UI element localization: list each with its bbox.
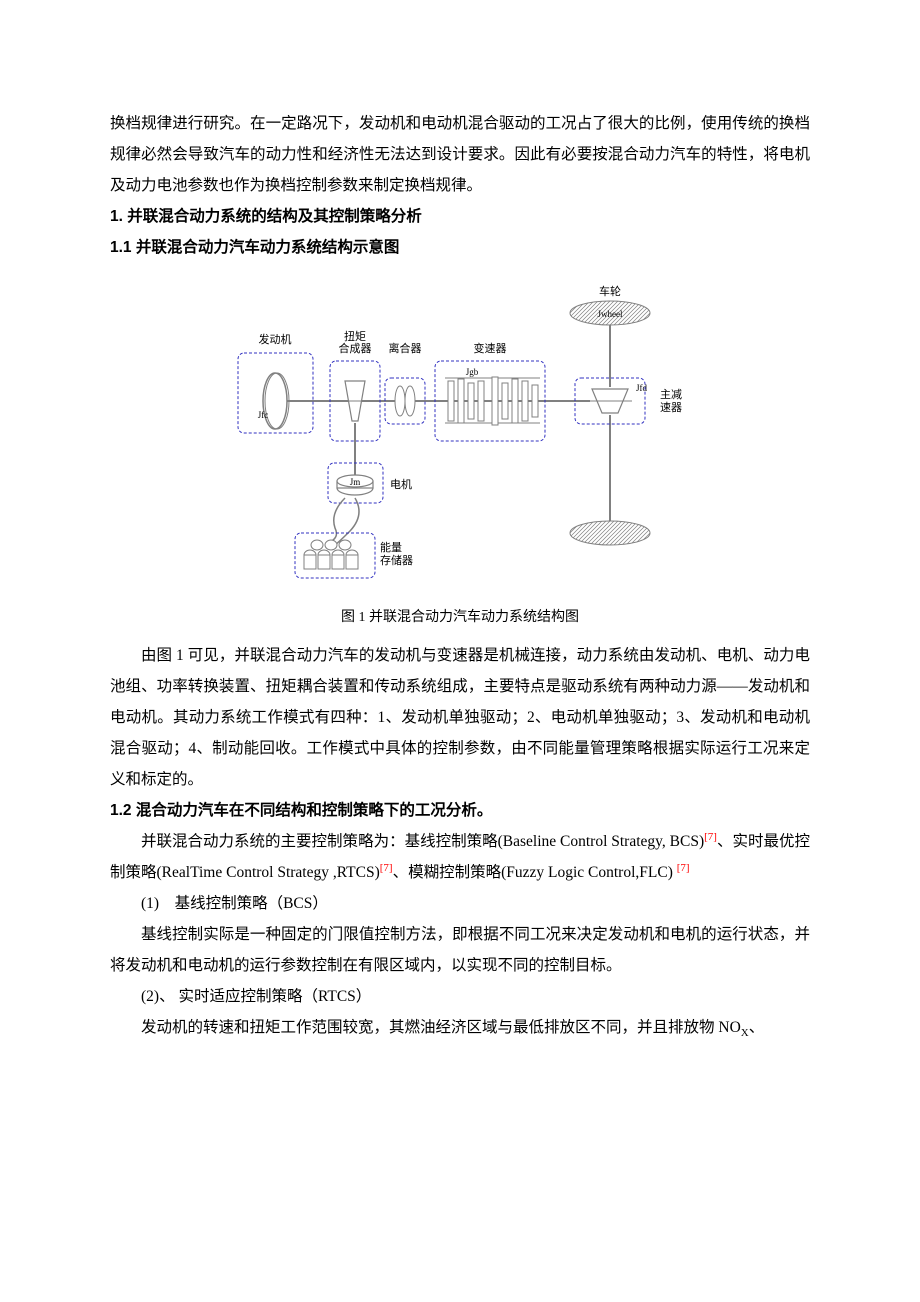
- gears: [445, 377, 540, 425]
- label-jfc: Jfc: [258, 410, 269, 420]
- figure-1-caption: 图 1 并联混合动力汽车动力系统结构图: [110, 604, 810, 632]
- document-page: 换档规律进行研究。在一定路况下，发动机和电动机混合驱动的工况占了很大的比例，使用…: [0, 0, 920, 1104]
- p7-seg-b: 、: [749, 1019, 765, 1036]
- label-jfd: Jfd: [636, 383, 647, 393]
- clutch-disc1: [395, 386, 405, 416]
- paragraph-5: 基线控制实际是一种固定的门限值控制方法，即根据不同工况来决定发动机和电机的运行状…: [110, 919, 810, 981]
- p7-sub: X: [741, 1027, 749, 1039]
- clutch-disc2: [405, 386, 415, 416]
- paragraph-intro: 换档规律进行研究。在一定路况下，发动机和电动机混合驱动的工况占了很大的比例，使用…: [110, 108, 810, 201]
- heading-1: 1. 并联混合动力系统的结构及其控制策略分析: [110, 201, 810, 232]
- p7-seg-a: 发动机的转速和扭矩工作范围较宽，其燃油经济区域与最低排放区不同，并且排放物 NO: [141, 1019, 741, 1036]
- powertrain-diagram-svg: 车轮 Jwheel 发动机 Jfc 扭矩 合成器 离合器: [220, 283, 700, 583]
- label-fd1: 主减: [660, 388, 682, 401]
- paragraph-6: (2)、 实时适应控制策略（RTCS）: [110, 981, 810, 1012]
- label-engine: 发动机: [259, 332, 292, 346]
- ref-7-b: [7]: [380, 862, 393, 874]
- paragraph-7: 发动机的转速和扭矩工作范围较宽，其燃油经济区域与最低排放区不同，并且排放物 NO…: [110, 1012, 810, 1044]
- label-gearbox: 变速器: [474, 341, 507, 355]
- label-wheel: 车轮: [599, 284, 621, 298]
- label-torque1: 扭矩: [344, 329, 366, 343]
- paragraph-4: (1) 基线控制策略（BCS）: [110, 888, 810, 919]
- label-jwheel: Jwheel: [598, 309, 623, 319]
- paragraph-3: 并联混合动力系统的主要控制策略为：基线控制策略(Baseline Control…: [110, 826, 810, 888]
- label-jgb: Jgb: [466, 367, 479, 377]
- engine-shape: [263, 373, 287, 429]
- label-clutch: 离合器: [389, 341, 422, 355]
- label-fd2: 速器: [660, 401, 682, 414]
- figure-1: 车轮 Jwheel 发动机 Jfc 扭矩 合成器 离合器: [110, 283, 810, 594]
- cable1: [328, 498, 345, 543]
- p3-seg-a: 并联混合动力系统的主要控制策略为：基线控制策略(Baseline Control…: [141, 833, 704, 850]
- label-torque2: 合成器: [339, 341, 372, 355]
- ref-7-a: [7]: [704, 831, 717, 843]
- wheel-bottom: [570, 521, 650, 545]
- label-jm: Jm: [350, 477, 361, 487]
- heading-1-1: 1.1 并联混合动力汽车动力系统结构示意图: [110, 232, 810, 263]
- ref-7-c: [7]: [677, 862, 690, 874]
- battery-cells: [304, 540, 358, 569]
- heading-1-2: 1.2 混合动力汽车在不同结构和控制策略下的工况分析。: [110, 795, 810, 826]
- label-es1: 能量: [380, 540, 402, 554]
- paragraph-2: 由图 1 可见，并联混合动力汽车的发动机与变速器是机械连接，动力系统由发动机、电…: [110, 640, 810, 795]
- label-motor: 电机: [390, 477, 412, 491]
- p3-seg-c: 、模糊控制策略(Fuzzy Logic Control,FLC): [393, 864, 677, 881]
- label-es2: 存储器: [380, 553, 413, 567]
